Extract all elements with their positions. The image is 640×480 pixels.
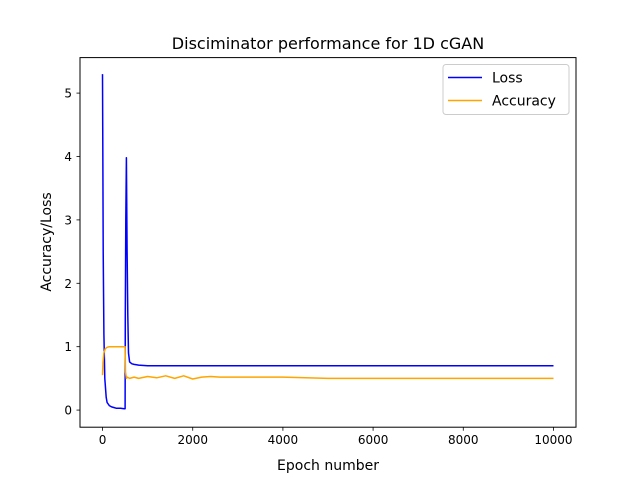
legend-label-loss: Loss xyxy=(492,71,523,87)
y-tick-label: 1 xyxy=(64,340,72,354)
plot-area xyxy=(101,74,554,410)
axes-frame xyxy=(79,57,577,428)
y-axis-label: Accuracy/Loss xyxy=(39,192,55,291)
y-tick-label: 0 xyxy=(64,404,72,418)
y-tick-label: 2 xyxy=(64,277,72,291)
x-tick-label: 8000 xyxy=(448,433,479,447)
x-tick-label: 0 xyxy=(99,433,107,447)
x-axis: 0 2000 4000 6000 8000 10000 xyxy=(99,427,573,447)
x-tick-label: 4000 xyxy=(268,433,299,447)
y-tick-label: 5 xyxy=(64,87,72,101)
y-axis: 0 1 2 3 4 5 xyxy=(64,87,80,418)
x-tick-label: 10000 xyxy=(534,433,572,447)
series-line-accuracy xyxy=(101,345,554,380)
x-tick-label: 2000 xyxy=(177,433,208,447)
x-axis-label: Epoch number xyxy=(277,458,379,474)
legend: Loss Accuracy xyxy=(442,64,570,115)
chart-title: Disciminator performance for 1D cGAN xyxy=(172,34,484,53)
y-tick-label: 3 xyxy=(64,213,72,227)
y-tick-label: 4 xyxy=(64,150,72,164)
legend-label-accuracy: Accuracy xyxy=(492,94,556,110)
x-tick-label: 6000 xyxy=(358,433,389,447)
series-line-loss xyxy=(101,74,554,410)
